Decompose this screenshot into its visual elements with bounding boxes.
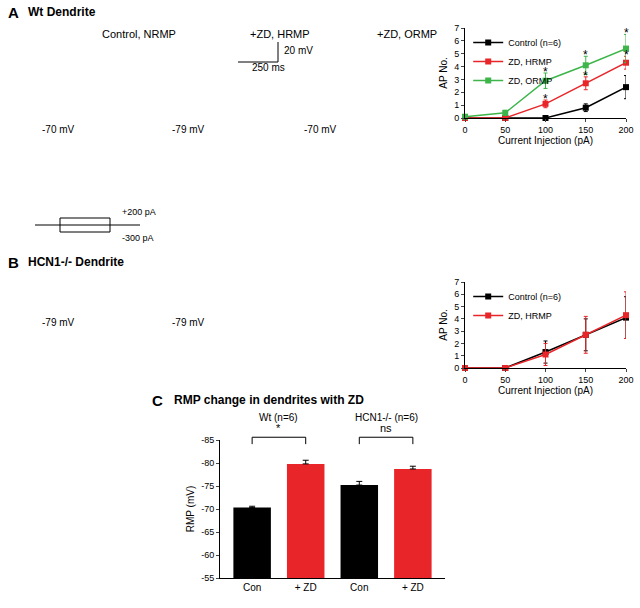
svg-text:*: * <box>624 48 629 62</box>
svg-text:+ZD, ORMP: +ZD, ORMP <box>377 28 437 40</box>
svg-text:2: 2 <box>454 339 459 349</box>
svg-text:+ ZD: + ZD <box>402 582 424 593</box>
svg-text:100: 100 <box>538 375 553 385</box>
svg-text:-65: -65 <box>201 527 214 537</box>
svg-text:-70: -70 <box>201 504 214 514</box>
svg-text:-70 mV: -70 mV <box>304 124 337 135</box>
svg-text:-85: -85 <box>201 435 214 445</box>
svg-text:0: 0 <box>454 363 459 373</box>
svg-text:+ ZD: + ZD <box>295 582 317 593</box>
svg-text:4: 4 <box>454 314 459 324</box>
svg-text:Con: Con <box>350 582 368 593</box>
svg-text:-79 mV: -79 mV <box>172 317 205 328</box>
svg-text:50: 50 <box>500 375 510 385</box>
svg-text:ZD, ORMP: ZD, ORMP <box>508 76 552 86</box>
svg-text:Wt Dendrite: Wt Dendrite <box>28 5 96 19</box>
svg-text:*: * <box>543 65 548 79</box>
svg-text:4: 4 <box>454 62 459 72</box>
svg-text:1: 1 <box>454 100 459 110</box>
svg-text:3: 3 <box>454 75 459 85</box>
svg-text:-80: -80 <box>201 458 214 468</box>
svg-text:HCN1-/- (n=6): HCN1-/- (n=6) <box>355 412 418 423</box>
svg-text:HCN1-/- Dendrite: HCN1-/- Dendrite <box>28 255 124 269</box>
svg-text:-79 mV: -79 mV <box>42 317 75 328</box>
svg-text:250 ms: 250 ms <box>252 62 285 73</box>
svg-text:100: 100 <box>538 125 553 135</box>
svg-text:Current Injection (pA): Current Injection (pA) <box>498 135 593 146</box>
svg-text:ns: ns <box>380 422 392 434</box>
svg-text:Control (n=6): Control (n=6) <box>508 292 561 302</box>
svg-text:3: 3 <box>454 326 459 336</box>
svg-text:Wt (n=6): Wt (n=6) <box>259 412 298 423</box>
svg-text:150: 150 <box>578 125 593 135</box>
svg-text:6: 6 <box>454 36 459 46</box>
svg-text:0: 0 <box>462 375 467 385</box>
svg-text:AP No.: AP No. <box>438 57 449 89</box>
svg-text:-79 mV: -79 mV <box>172 124 205 135</box>
svg-text:200: 200 <box>618 375 633 385</box>
svg-text:5: 5 <box>454 302 459 312</box>
svg-text:+ZD, HRMP: +ZD, HRMP <box>250 28 310 40</box>
svg-text:5: 5 <box>454 49 459 59</box>
svg-text:Con: Con <box>243 582 261 593</box>
svg-text:Current Injection (pA): Current Injection (pA) <box>498 385 593 396</box>
svg-text:RMP change in dendrites with Z: RMP change in dendrites with ZD <box>174 393 364 407</box>
svg-text:-300 pA: -300 pA <box>122 233 154 243</box>
svg-text:*: * <box>543 92 548 106</box>
svg-text:ZD, HRMP: ZD, HRMP <box>508 311 552 321</box>
svg-text:-60: -60 <box>201 550 214 560</box>
svg-text:7: 7 <box>454 23 459 33</box>
svg-text:6: 6 <box>454 289 459 299</box>
svg-text:20 mV: 20 mV <box>284 45 313 56</box>
svg-text:A: A <box>8 4 19 21</box>
svg-text:7: 7 <box>454 277 459 287</box>
svg-text:+200 pA: +200 pA <box>122 207 156 217</box>
svg-text:1: 1 <box>454 351 459 361</box>
svg-text:*: * <box>624 26 629 40</box>
svg-text:Control, NRMP: Control, NRMP <box>102 28 176 40</box>
svg-text:C: C <box>152 392 163 409</box>
svg-text:Control (n=6): Control (n=6) <box>508 38 561 48</box>
svg-text:-70 mV: -70 mV <box>42 124 75 135</box>
svg-text:200: 200 <box>618 125 633 135</box>
svg-text:0: 0 <box>462 125 467 135</box>
svg-text:ZD, HRMP: ZD, HRMP <box>508 57 552 67</box>
svg-text:-55: -55 <box>201 573 214 583</box>
svg-text:*: * <box>583 48 588 62</box>
svg-text:50: 50 <box>500 125 510 135</box>
svg-text:150: 150 <box>578 375 593 385</box>
svg-text:-75: -75 <box>201 481 214 491</box>
svg-text:RMP (mV): RMP (mV) <box>185 486 196 532</box>
svg-text:2: 2 <box>454 87 459 97</box>
svg-text:*: * <box>276 422 281 434</box>
svg-text:0: 0 <box>454 113 459 123</box>
svg-text:B: B <box>8 254 19 271</box>
svg-text:AP No.: AP No. <box>438 309 449 341</box>
svg-text:*: * <box>583 69 588 83</box>
